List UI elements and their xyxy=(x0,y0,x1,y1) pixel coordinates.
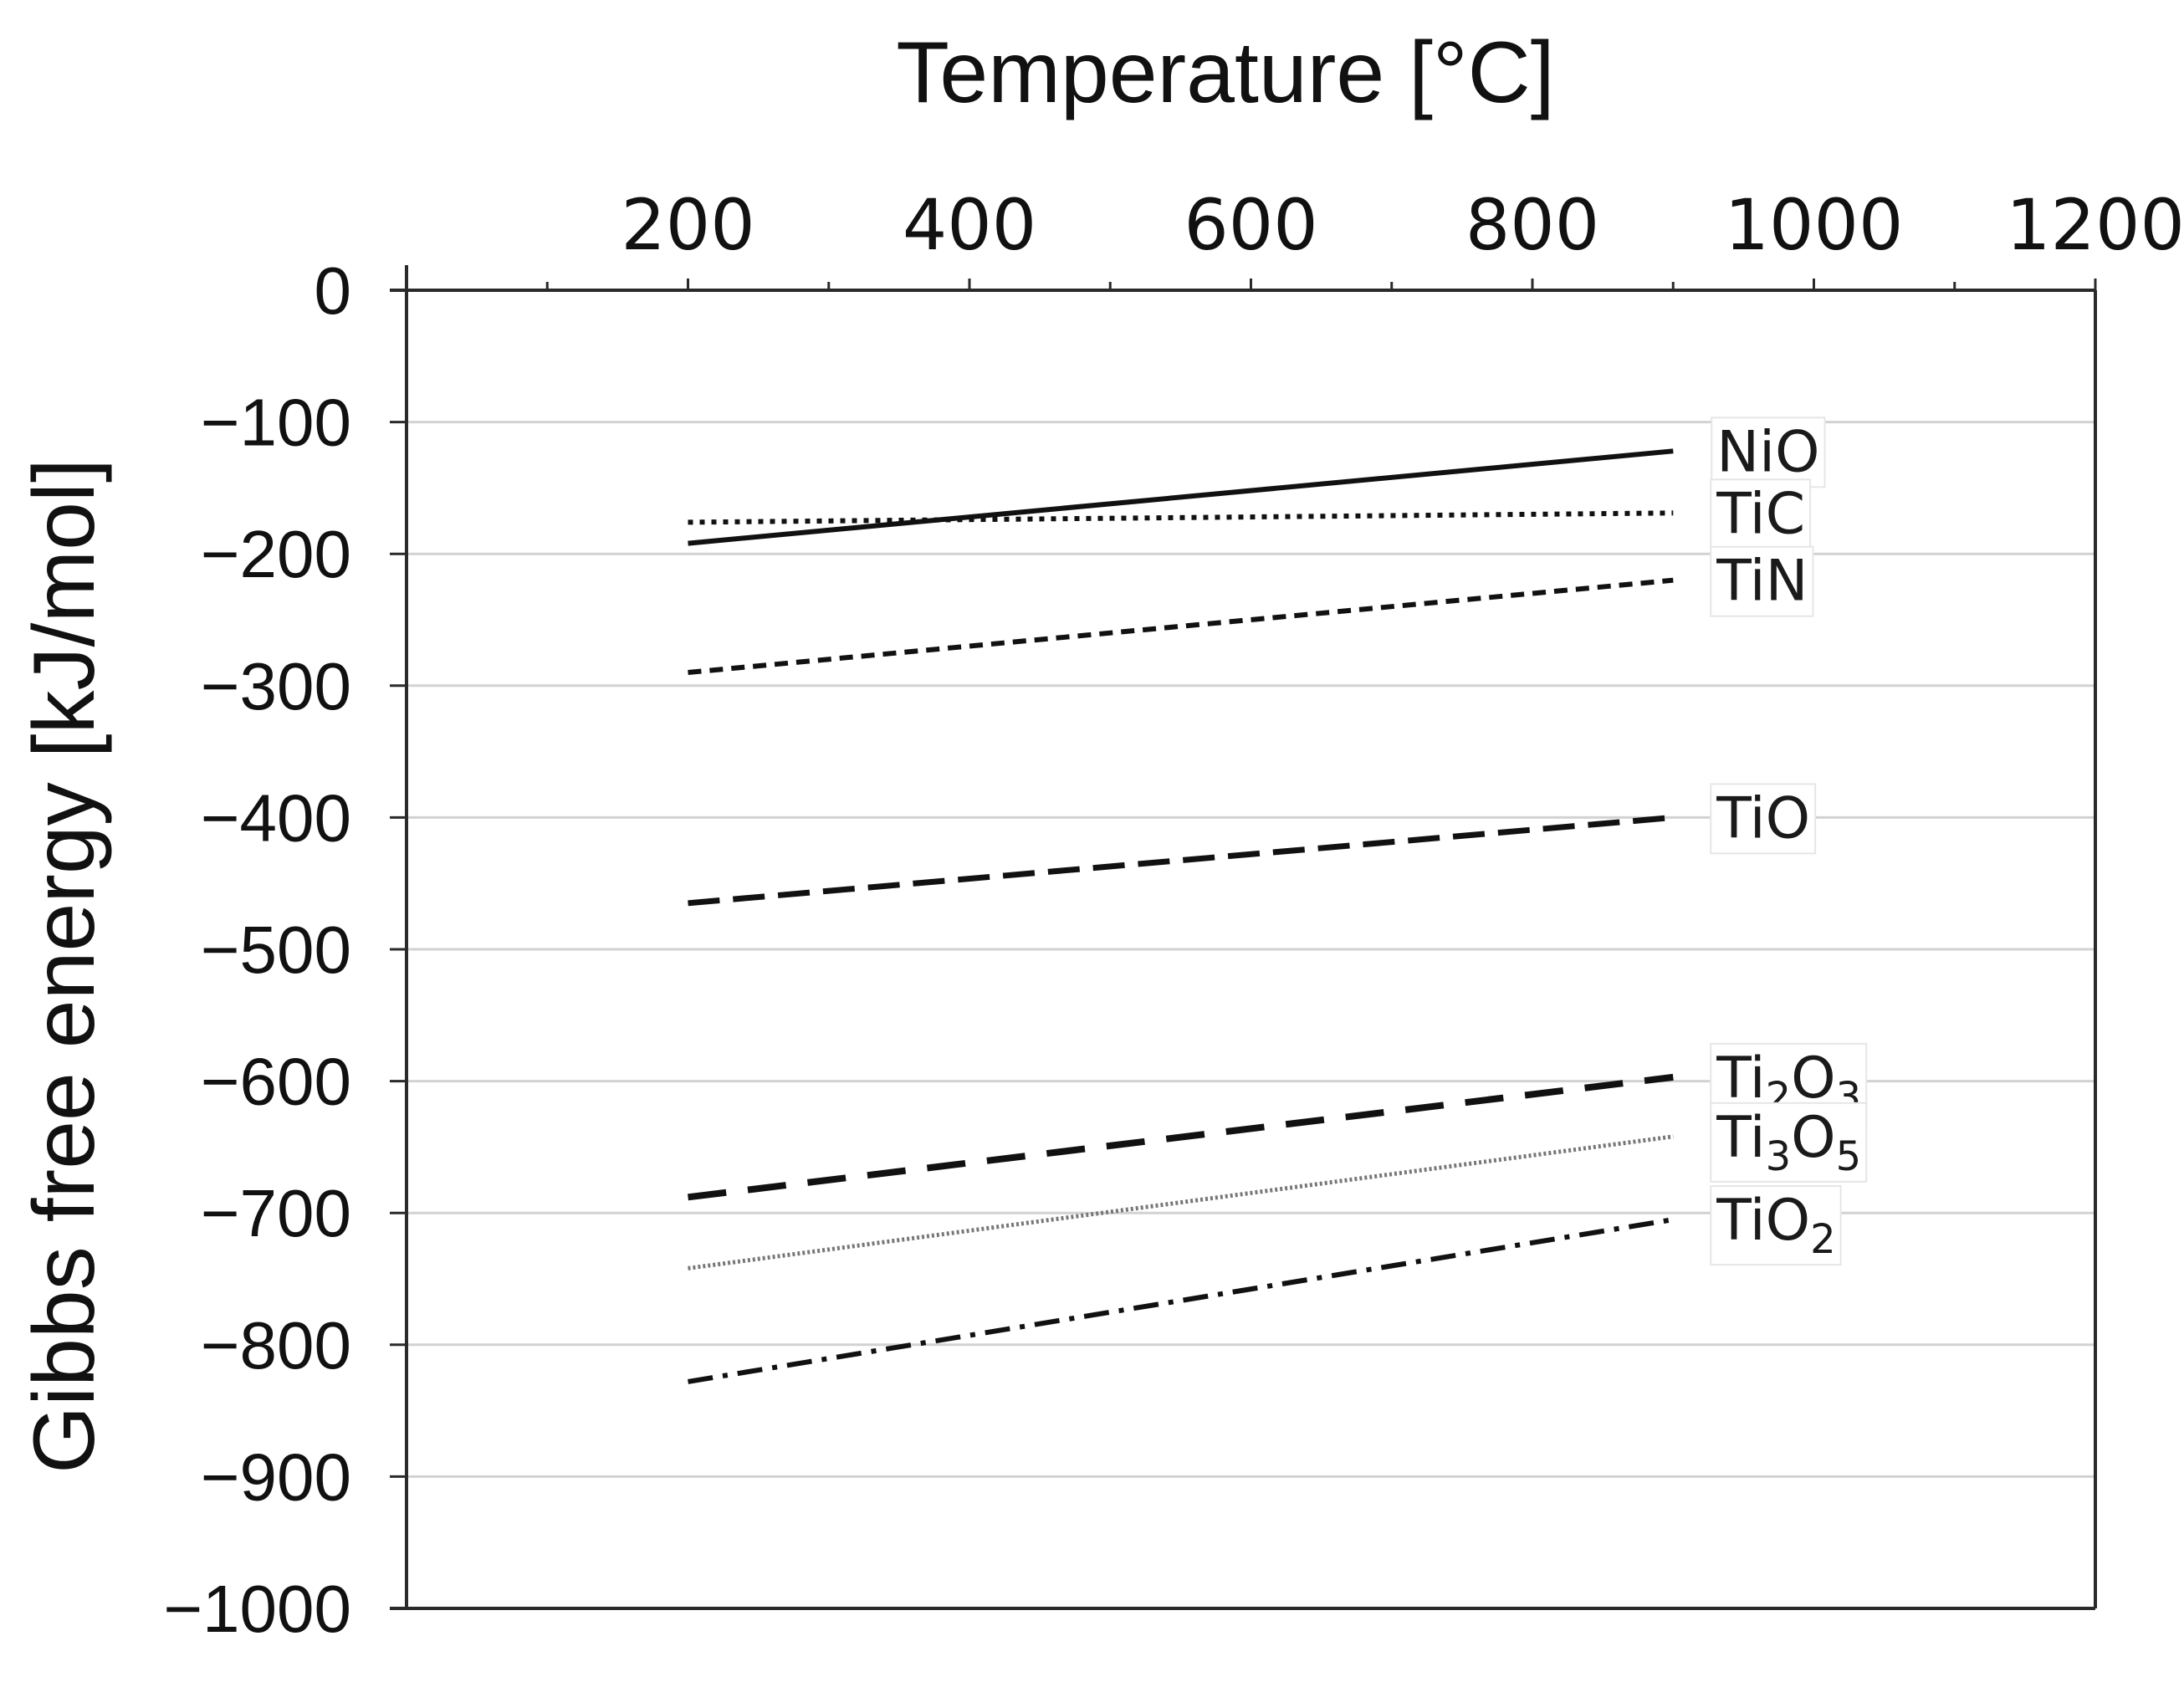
label-text-part: Ti xyxy=(1716,1045,1765,1112)
x-tick-label: 1200 xyxy=(2006,184,2184,266)
y-tick-label: −800 xyxy=(201,1308,351,1383)
series-layer xyxy=(688,448,1674,1384)
series-label-nio: NiO xyxy=(1711,417,1826,488)
series-line-nio xyxy=(688,448,1674,546)
series-line-tin xyxy=(688,577,1674,675)
series-line-tic xyxy=(688,510,1674,525)
y-tick-label: −500 xyxy=(201,913,351,987)
series-label-bg xyxy=(1710,545,1814,617)
axes-layer: 200 400 600 800 1000 1200 0 −100 −200 −300 −400 −50… xyxy=(163,184,2184,1646)
series-label-bg xyxy=(1710,1102,1868,1183)
series-label-tin: TiN xyxy=(1710,545,1814,617)
y-tick-label: −300 xyxy=(201,649,351,723)
series-label-text: Ti2O3 xyxy=(1716,1045,1861,1121)
series-line-ti2o3 xyxy=(688,1073,1674,1201)
y-tick-label: −1000 xyxy=(163,1572,351,1646)
y-tick-label: −700 xyxy=(201,1176,351,1250)
label-text-part: O xyxy=(1791,1045,1836,1112)
x-tick-label: 400 xyxy=(903,184,1036,266)
label-text-part: O xyxy=(1791,1105,1836,1171)
series-label-tio: TiO xyxy=(1710,783,1817,855)
y-axis-title: Gibbs free energy [kJ/mol] xyxy=(16,458,113,1474)
x-tick-label: 600 xyxy=(1184,184,1317,266)
series-label-bg xyxy=(1710,783,1817,855)
y-tick-label: −200 xyxy=(201,517,351,591)
y-tick-label: 0 xyxy=(315,253,352,328)
y-tick-label: −100 xyxy=(201,386,351,460)
x-axis-title: Temperature [°C] xyxy=(896,24,1554,121)
series-label-text: Ti3O5 xyxy=(1716,1105,1861,1180)
x-tick-label: 800 xyxy=(1465,184,1599,266)
x-tick-label: 200 xyxy=(621,184,754,266)
y-tick-label: −900 xyxy=(201,1439,351,1514)
series-label-text: NiO xyxy=(1716,419,1819,485)
series-label-text: TiC xyxy=(1716,481,1805,547)
series-label-ti3o5: Ti3O5 xyxy=(1710,1102,1868,1183)
label-subscript: 3 xyxy=(1766,1133,1792,1180)
label-subscript: 5 xyxy=(1836,1133,1862,1180)
label-text-part: TiO xyxy=(1716,785,1810,851)
series-label-tio2: TiO2 xyxy=(1710,1185,1842,1266)
label-text-part: TiN xyxy=(1716,549,1808,615)
series-label-bg xyxy=(1710,1185,1842,1266)
label-text-part: TiC xyxy=(1716,481,1805,547)
series-label-bg xyxy=(1711,417,1826,488)
series-label-text: TiN xyxy=(1716,549,1808,615)
grid-layer xyxy=(407,421,2095,1478)
label-text-part: TiO xyxy=(1716,1188,1810,1254)
y-tick-label: −600 xyxy=(201,1045,351,1119)
series-label-text: TiO xyxy=(1716,785,1810,851)
x-tick-label: 1000 xyxy=(1725,184,1904,266)
series-line-tio xyxy=(688,814,1674,907)
label-text-part: Ti xyxy=(1716,1105,1765,1171)
series-line-ti3o5 xyxy=(688,1134,1674,1270)
series-line-tio2 xyxy=(688,1217,1674,1384)
y-tick-label: −400 xyxy=(201,780,351,855)
label-subscript: 2 xyxy=(1810,1216,1836,1263)
series-label-tic: TiC xyxy=(1710,478,1812,550)
label-text-part: NiO xyxy=(1716,419,1819,485)
series-label-text: TiO2 xyxy=(1716,1188,1835,1263)
